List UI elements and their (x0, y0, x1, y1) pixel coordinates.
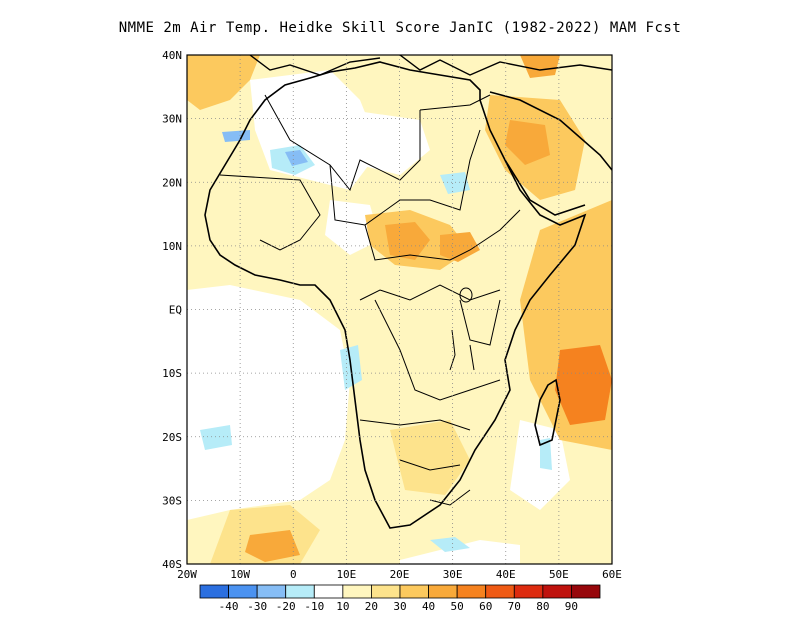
lon-tick-label: 10E (336, 568, 356, 581)
colorbar-labels: -40 -30 -20 -10 10 20 30 40 50 60 70 80 90 (219, 600, 578, 613)
colorbar-tick-label: 50 (451, 600, 464, 613)
colorbar-swatch (456, 584, 487, 599)
arabia-coastline (489, 91, 612, 216)
north-band-orange (187, 55, 260, 110)
south-atlantic-hotspot (245, 530, 300, 562)
colorbar-tick-label: 20 (365, 600, 378, 613)
colorbar-swatch (228, 584, 258, 599)
colorbar-tick-label: -40 (219, 600, 239, 613)
northwest-blue-patch (222, 130, 250, 142)
lon-tick-label: 50E (549, 568, 569, 581)
mozambique-blue-patch (540, 438, 552, 470)
congo-white (325, 200, 380, 255)
lon-tick-label: 0 (290, 568, 297, 581)
lon-tick-label: 40E (496, 568, 516, 581)
longitude-ticks: 20W 10W 0 10E 20E 30E 40E 50E 60E (177, 568, 622, 581)
colorbar-tick-label: 90 (565, 600, 578, 613)
atlantic-blue-patch (200, 425, 232, 450)
lat-tick-label: 20S (162, 431, 182, 444)
colorbar-tick-label: 10 (336, 600, 349, 613)
lat-tick-label: 40N (162, 49, 182, 62)
colorbar-swatch (285, 584, 315, 599)
sahel-hotspot (385, 222, 430, 260)
lat-tick-label: EQ (169, 304, 182, 317)
lon-tick-label: 20E (390, 568, 410, 581)
atlantic-south-white (400, 540, 520, 564)
lat-tick-label: 30S (162, 494, 182, 507)
colorbar-tick-label: -20 (276, 600, 296, 613)
colorbar-tick-label: 80 (536, 600, 549, 613)
lon-tick-label: 20W (177, 568, 197, 581)
skill-shading (187, 55, 612, 564)
colorbar-tick-label: 30 (393, 600, 406, 613)
colorbar-tick-label: 70 (508, 600, 521, 613)
colorbar-swatch (199, 584, 229, 599)
southern-africa-orange (390, 420, 470, 495)
sahara-blue-core (285, 150, 308, 166)
colorbar-tick-label: -10 (304, 600, 324, 613)
colorbar-tick-label: 40 (422, 600, 435, 613)
indian-ocean-hotspot (555, 345, 612, 425)
colorbar-swatch (485, 584, 515, 599)
lakes (449, 287, 475, 371)
east-sahara-white (350, 110, 430, 175)
colorbar-swatch (428, 584, 458, 599)
colorbar-swatch (571, 584, 601, 599)
colorbar-swatch (513, 584, 544, 599)
madagascar-outline (534, 378, 561, 447)
colorbar-swatch (399, 584, 429, 599)
colorbar-swatch (342, 584, 372, 599)
northeast-hotspot (520, 55, 560, 78)
colorbar (199, 584, 601, 599)
lon-tick-label: 10W (230, 568, 250, 581)
lon-tick-label: 30E (443, 568, 463, 581)
lat-tick-label: 40S (162, 558, 182, 571)
map-frame (186, 54, 613, 565)
lon-tick-label: 60E (602, 568, 622, 581)
latitude-ticks: 40N 30N 20N 10N EQ 10S 20S 30S 40S (162, 49, 182, 571)
colorbar-swatch (542, 584, 572, 599)
colorbar-tick-label: 60 (479, 600, 492, 613)
libya-blue-patch (440, 172, 470, 194)
colorbar-swatch (256, 584, 287, 599)
grid-lines (187, 55, 612, 564)
colorbar-tick-label: -30 (247, 600, 267, 613)
ocean-white-region (187, 285, 350, 520)
lat-tick-label: 20N (162, 176, 182, 189)
lat-tick-label: 30N (162, 113, 182, 126)
lat-tick-label: 10S (162, 367, 182, 380)
arabia-hotspot (505, 120, 550, 165)
south-blue-patch (430, 537, 470, 552)
lat-tick-label: 10N (162, 240, 182, 253)
country-borders (219, 94, 521, 506)
map-title: NMME 2m Air Temp. Heidke Skill Score Jan… (118, 20, 682, 36)
east-sahel-hotspot (440, 232, 480, 262)
europe-coastline (249, 55, 612, 76)
colorbar-swatch (313, 584, 344, 599)
colorbar-swatch (371, 584, 401, 599)
